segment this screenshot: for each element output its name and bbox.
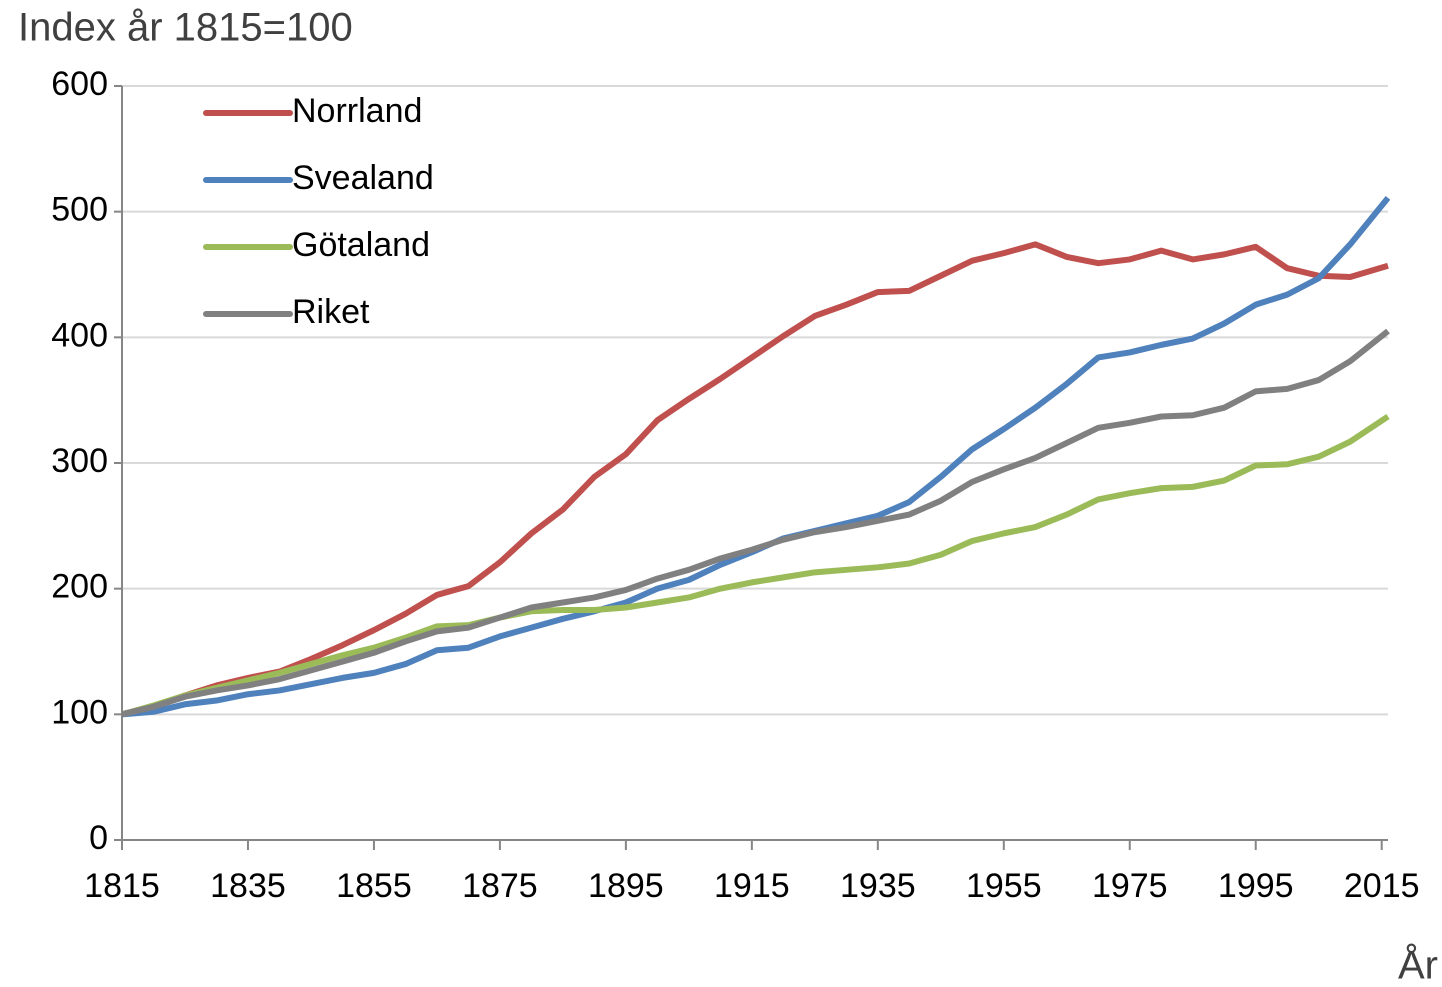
legend-label: Svealand: [292, 159, 434, 197]
x-tick-label: 1855: [336, 867, 412, 905]
legend-label: Norrland: [292, 92, 422, 130]
series-line: [121, 195, 1391, 718]
x-tick-label: 2015: [1344, 867, 1420, 905]
y-tick-label: 200: [51, 568, 108, 606]
x-tick-label: 1955: [966, 867, 1042, 905]
y-tick-label: 0: [89, 819, 108, 857]
y-tick-label: 300: [51, 442, 108, 480]
x-tick-label: 1895: [588, 867, 664, 905]
y-tick-label: 600: [51, 65, 108, 103]
x-tick-label: 1915: [714, 867, 790, 905]
x-tick-label: 1815: [84, 867, 160, 905]
x-tick-label: 1995: [1218, 867, 1294, 905]
y-tick-label: 400: [51, 316, 108, 354]
x-tick-label: 1835: [210, 867, 286, 905]
series-line: [121, 328, 1390, 718]
legend-label: Götaland: [292, 226, 430, 264]
chart-title: Index år 1815=100: [18, 6, 353, 50]
legend-label: Riket: [292, 293, 370, 331]
x-tick-label: 1975: [1092, 867, 1168, 905]
x-tick-label: 1935: [840, 867, 916, 905]
y-tick-label: 100: [51, 693, 108, 731]
x-tick-label: 1875: [462, 867, 538, 905]
series-line: [121, 414, 1390, 718]
x-axis-label: År: [1398, 943, 1438, 987]
y-tick-label: 500: [51, 191, 108, 229]
series-line: [121, 241, 1389, 718]
